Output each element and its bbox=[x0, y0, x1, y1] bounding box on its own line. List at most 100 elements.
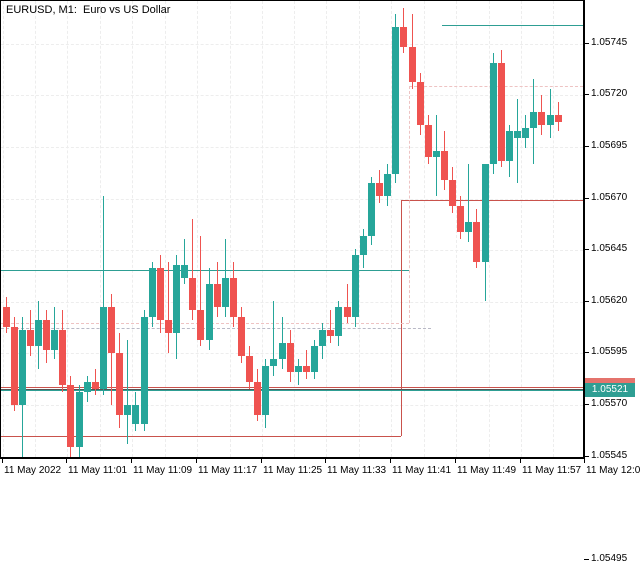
candle-body bbox=[10, 326, 18, 405]
candlestick[interactable] bbox=[34, 1, 42, 457]
support-low-line[interactable] bbox=[1, 436, 401, 437]
candlestick[interactable] bbox=[10, 1, 18, 457]
candlestick[interactable] bbox=[376, 1, 384, 457]
candlestick[interactable] bbox=[457, 1, 465, 457]
candlestick[interactable] bbox=[270, 1, 278, 457]
time-axis[interactable]: 11 May 2022 11 May 11:01 11 May 11:09 11 Ma… bbox=[0, 458, 640, 480]
candlestick[interactable] bbox=[83, 1, 91, 457]
candlestick[interactable] bbox=[213, 1, 221, 457]
price-axis-label: 1.05695 bbox=[591, 140, 628, 151]
candlestick[interactable] bbox=[497, 1, 505, 457]
resistance-mid-line[interactable] bbox=[1, 270, 409, 271]
candlestick[interactable] bbox=[18, 1, 26, 457]
candlestick[interactable] bbox=[530, 1, 538, 457]
candlestick[interactable] bbox=[156, 1, 164, 457]
candle-body bbox=[294, 365, 302, 373]
resistance-high-line[interactable] bbox=[442, 25, 583, 26]
candlestick[interactable] bbox=[538, 1, 546, 457]
candlestick[interactable] bbox=[384, 1, 392, 457]
candlestick[interactable] bbox=[181, 1, 189, 457]
candlestick[interactable] bbox=[302, 1, 310, 457]
gridline-vertical bbox=[391, 1, 392, 457]
candlestick[interactable] bbox=[514, 1, 522, 457]
candlestick[interactable] bbox=[189, 1, 197, 457]
candlestick[interactable] bbox=[108, 1, 116, 457]
candlestick[interactable] bbox=[278, 1, 286, 457]
candle-wick bbox=[305, 349, 307, 379]
candlestick[interactable] bbox=[392, 1, 400, 457]
candlestick[interactable] bbox=[197, 1, 205, 457]
candlestick[interactable] bbox=[319, 1, 327, 457]
candlestick[interactable] bbox=[229, 1, 237, 457]
candlestick[interactable] bbox=[416, 1, 424, 457]
candlestick[interactable] bbox=[262, 1, 270, 457]
candlestick[interactable] bbox=[440, 1, 448, 457]
price-axis-label: 1.05645 bbox=[591, 243, 628, 254]
candle-body bbox=[140, 316, 148, 425]
candlestick[interactable] bbox=[2, 1, 10, 457]
candlestick[interactable] bbox=[246, 1, 254, 457]
support-riser[interactable] bbox=[401, 199, 402, 436]
support-step-line[interactable] bbox=[401, 200, 583, 201]
candlestick[interactable] bbox=[489, 1, 497, 457]
candlestick[interactable] bbox=[148, 1, 156, 457]
candlestick[interactable] bbox=[254, 1, 262, 457]
target-dashed-riser[interactable] bbox=[409, 85, 410, 324]
candle-body bbox=[205, 284, 213, 340]
candlestick[interactable] bbox=[449, 1, 457, 457]
candlestick[interactable] bbox=[546, 1, 554, 457]
candlestick[interactable] bbox=[465, 1, 473, 457]
candlestick[interactable] bbox=[367, 1, 375, 457]
time-axis-tick bbox=[2, 458, 3, 463]
candlestick[interactable] bbox=[140, 1, 148, 457]
bid-line[interactable] bbox=[1, 387, 583, 388]
chart-plot-area[interactable]: EURUSD, M1: Euro vs US Dollar bbox=[0, 0, 584, 458]
candle-body bbox=[132, 404, 140, 425]
candlestick[interactable] bbox=[124, 1, 132, 457]
candlestick[interactable] bbox=[116, 1, 124, 457]
price-axis-label: 1.05745 bbox=[591, 37, 628, 48]
candlestick[interactable] bbox=[51, 1, 59, 457]
candlestick[interactable] bbox=[164, 1, 172, 457]
candlestick[interactable] bbox=[343, 1, 351, 457]
target-dashed-lower[interactable] bbox=[1, 323, 409, 324]
candlestick[interactable] bbox=[408, 1, 416, 457]
candlestick[interactable] bbox=[554, 1, 562, 457]
candlestick[interactable] bbox=[205, 1, 213, 457]
candlestick[interactable] bbox=[311, 1, 319, 457]
candlestick[interactable] bbox=[59, 1, 67, 457]
entry-dashed-line[interactable] bbox=[1, 328, 431, 329]
candlestick[interactable] bbox=[43, 1, 51, 457]
candle-wick bbox=[330, 310, 332, 343]
candlestick[interactable] bbox=[359, 1, 367, 457]
candlestick[interactable] bbox=[432, 1, 440, 457]
candlestick[interactable] bbox=[91, 1, 99, 457]
candlestick[interactable] bbox=[237, 1, 245, 457]
candlestick[interactable] bbox=[505, 1, 513, 457]
candle-body bbox=[254, 382, 262, 415]
candlestick[interactable] bbox=[522, 1, 530, 457]
candlestick[interactable] bbox=[351, 1, 359, 457]
candlestick[interactable] bbox=[424, 1, 432, 457]
candlestick[interactable] bbox=[67, 1, 75, 457]
candlestick[interactable] bbox=[481, 1, 489, 457]
candlestick[interactable] bbox=[132, 1, 140, 457]
candlestick[interactable] bbox=[327, 1, 335, 457]
candlestick[interactable] bbox=[221, 1, 229, 457]
current-price-badge[interactable]: 1.05521 bbox=[585, 383, 635, 397]
mid-line[interactable] bbox=[1, 389, 583, 390]
price-axis-label: 1.05720 bbox=[591, 88, 628, 99]
candlestick[interactable] bbox=[335, 1, 343, 457]
candlestick[interactable] bbox=[26, 1, 34, 457]
candlestick[interactable] bbox=[173, 1, 181, 457]
candlestick[interactable] bbox=[400, 1, 408, 457]
candlestick[interactable] bbox=[294, 1, 302, 457]
candle-body bbox=[343, 307, 351, 317]
candlestick[interactable] bbox=[286, 1, 294, 457]
candlestick[interactable] bbox=[473, 1, 481, 457]
ask-line[interactable] bbox=[1, 390, 583, 391]
candlestick[interactable] bbox=[99, 1, 107, 457]
candlestick[interactable] bbox=[75, 1, 83, 457]
candle-body bbox=[59, 329, 67, 386]
